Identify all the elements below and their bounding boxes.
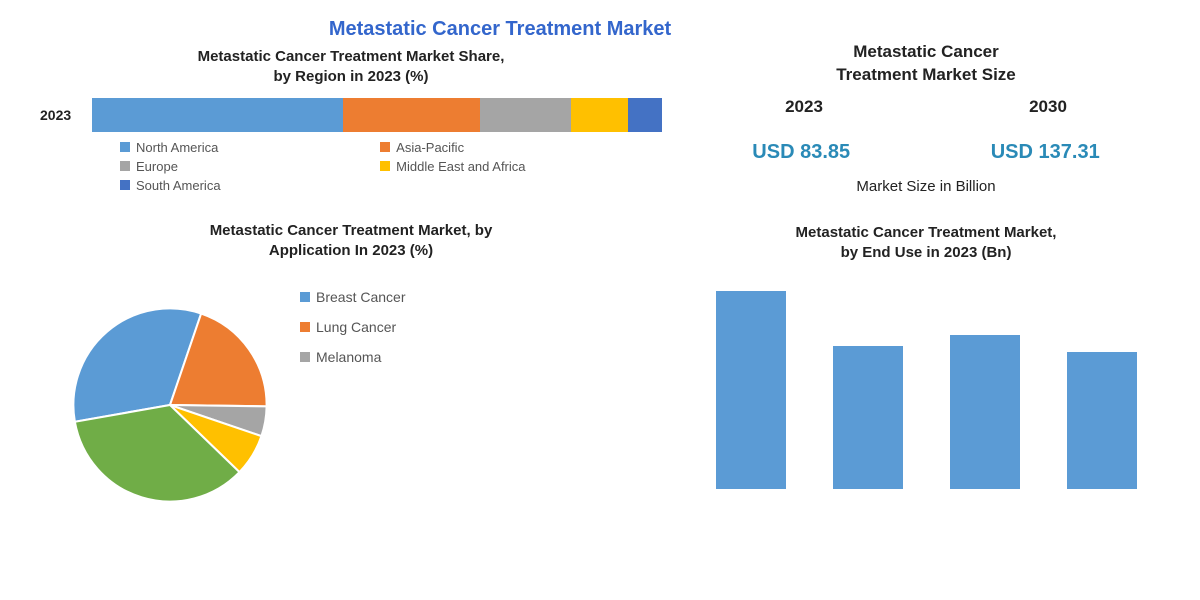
stacked-title-line2: by Region in 2023 (%) — [273, 68, 428, 85]
legend-item: Lung Cancer — [300, 319, 662, 335]
market-size-title: Metastatic Cancer Treatment Market Size — [682, 41, 1170, 87]
legend-label: Middle East and Africa — [396, 159, 525, 174]
bar — [716, 291, 786, 489]
bar — [1067, 352, 1137, 490]
legend-swatch — [380, 161, 390, 171]
legend-label: Lung Cancer — [316, 319, 396, 335]
bar-title-line2: by End Use in 2023 (Bn) — [841, 244, 1012, 261]
pie-chart-canvas — [40, 285, 300, 405]
stacked-bar-track — [92, 98, 662, 132]
size-year: 2030 — [1029, 97, 1067, 117]
page-title: Metastatic Cancer Treatment Market — [0, 0, 1200, 41]
legend-label: North America — [136, 140, 218, 155]
size-year: 2023 — [785, 97, 823, 117]
legend-label: South America — [136, 178, 221, 193]
stacked-bar-chart: Metastatic Cancer Treatment Market Share… — [40, 47, 662, 197]
legend-label: Europe — [136, 159, 178, 174]
legend-item: Breast Cancer — [300, 289, 662, 305]
legend-swatch — [120, 161, 130, 171]
legend-swatch — [380, 142, 390, 152]
size-unit-note: Market Size in Billion — [682, 178, 1170, 195]
legend-swatch — [300, 322, 310, 332]
stacked-chart-title: Metastatic Cancer Treatment Market Share… — [40, 47, 662, 88]
legend-label: Asia-Pacific — [396, 140, 464, 155]
pie-title-line1: Metastatic Cancer Treatment Market, by — [210, 222, 493, 239]
stacked-segment — [343, 98, 480, 132]
pie-title-line2: Application In 2023 (%) — [269, 242, 433, 259]
legend-swatch — [300, 292, 310, 302]
legend-item: Asia-Pacific — [380, 140, 640, 155]
stacked-bar-row: 2023 — [40, 98, 662, 132]
legend-swatch — [120, 142, 130, 152]
stacked-legend: North America Asia-Pacific Europe Middle Ea… — [40, 140, 662, 197]
legend-item: Middle East and Africa — [380, 159, 640, 174]
left-column: Metastatic Cancer Treatment Market Share… — [0, 41, 672, 595]
legend-item: South America — [120, 178, 380, 193]
legend-label: Breast Cancer — [316, 289, 405, 305]
legend-label: Melanoma — [316, 349, 381, 365]
bar — [950, 335, 1020, 489]
legend-swatch — [120, 180, 130, 190]
pie-legend: Breast Cancer Lung Cancer Melanoma — [300, 285, 662, 405]
size-value: USD 83.85 — [752, 141, 850, 164]
bar — [833, 346, 903, 489]
stacked-segment — [571, 98, 628, 132]
legend-item: Melanoma — [300, 349, 662, 365]
legend-swatch — [300, 352, 310, 362]
stacked-segment — [628, 98, 662, 132]
size-year-row: 2023 2030 — [682, 97, 1170, 117]
stacked-title-line1: Metastatic Cancer Treatment Market Share… — [198, 48, 505, 65]
bar-title-line1: Metastatic Cancer Treatment Market, — [796, 224, 1057, 241]
pie-svg — [60, 285, 280, 405]
size-title-line1: Metastatic Cancer — [853, 42, 999, 61]
size-title-line2: Treatment Market Size — [836, 65, 1016, 84]
pie-chart-title: Metastatic Cancer Treatment Market, by A… — [40, 221, 662, 262]
size-value: USD 137.31 — [991, 141, 1100, 164]
legend-item: North America — [120, 140, 380, 155]
legend-item: Europe — [120, 159, 380, 174]
right-column: Metastatic Cancer Treatment Market Size … — [672, 41, 1200, 595]
bar-chart-canvas — [682, 269, 1170, 489]
stacked-segment — [92, 98, 343, 132]
market-size-block: Metastatic Cancer Treatment Market Size … — [682, 41, 1170, 195]
pie-chart-block: Metastatic Cancer Treatment Market, by A… — [40, 221, 662, 406]
layout-container: Metastatic Cancer Treatment Market Share… — [0, 41, 1200, 595]
stacked-segment — [480, 98, 571, 132]
stacked-year-label: 2023 — [40, 107, 92, 123]
bar-chart-title: Metastatic Cancer Treatment Market, by E… — [682, 223, 1170, 264]
bar-chart-block: Metastatic Cancer Treatment Market, by E… — [682, 223, 1170, 490]
size-value-row: USD 83.85 USD 137.31 — [682, 127, 1170, 164]
